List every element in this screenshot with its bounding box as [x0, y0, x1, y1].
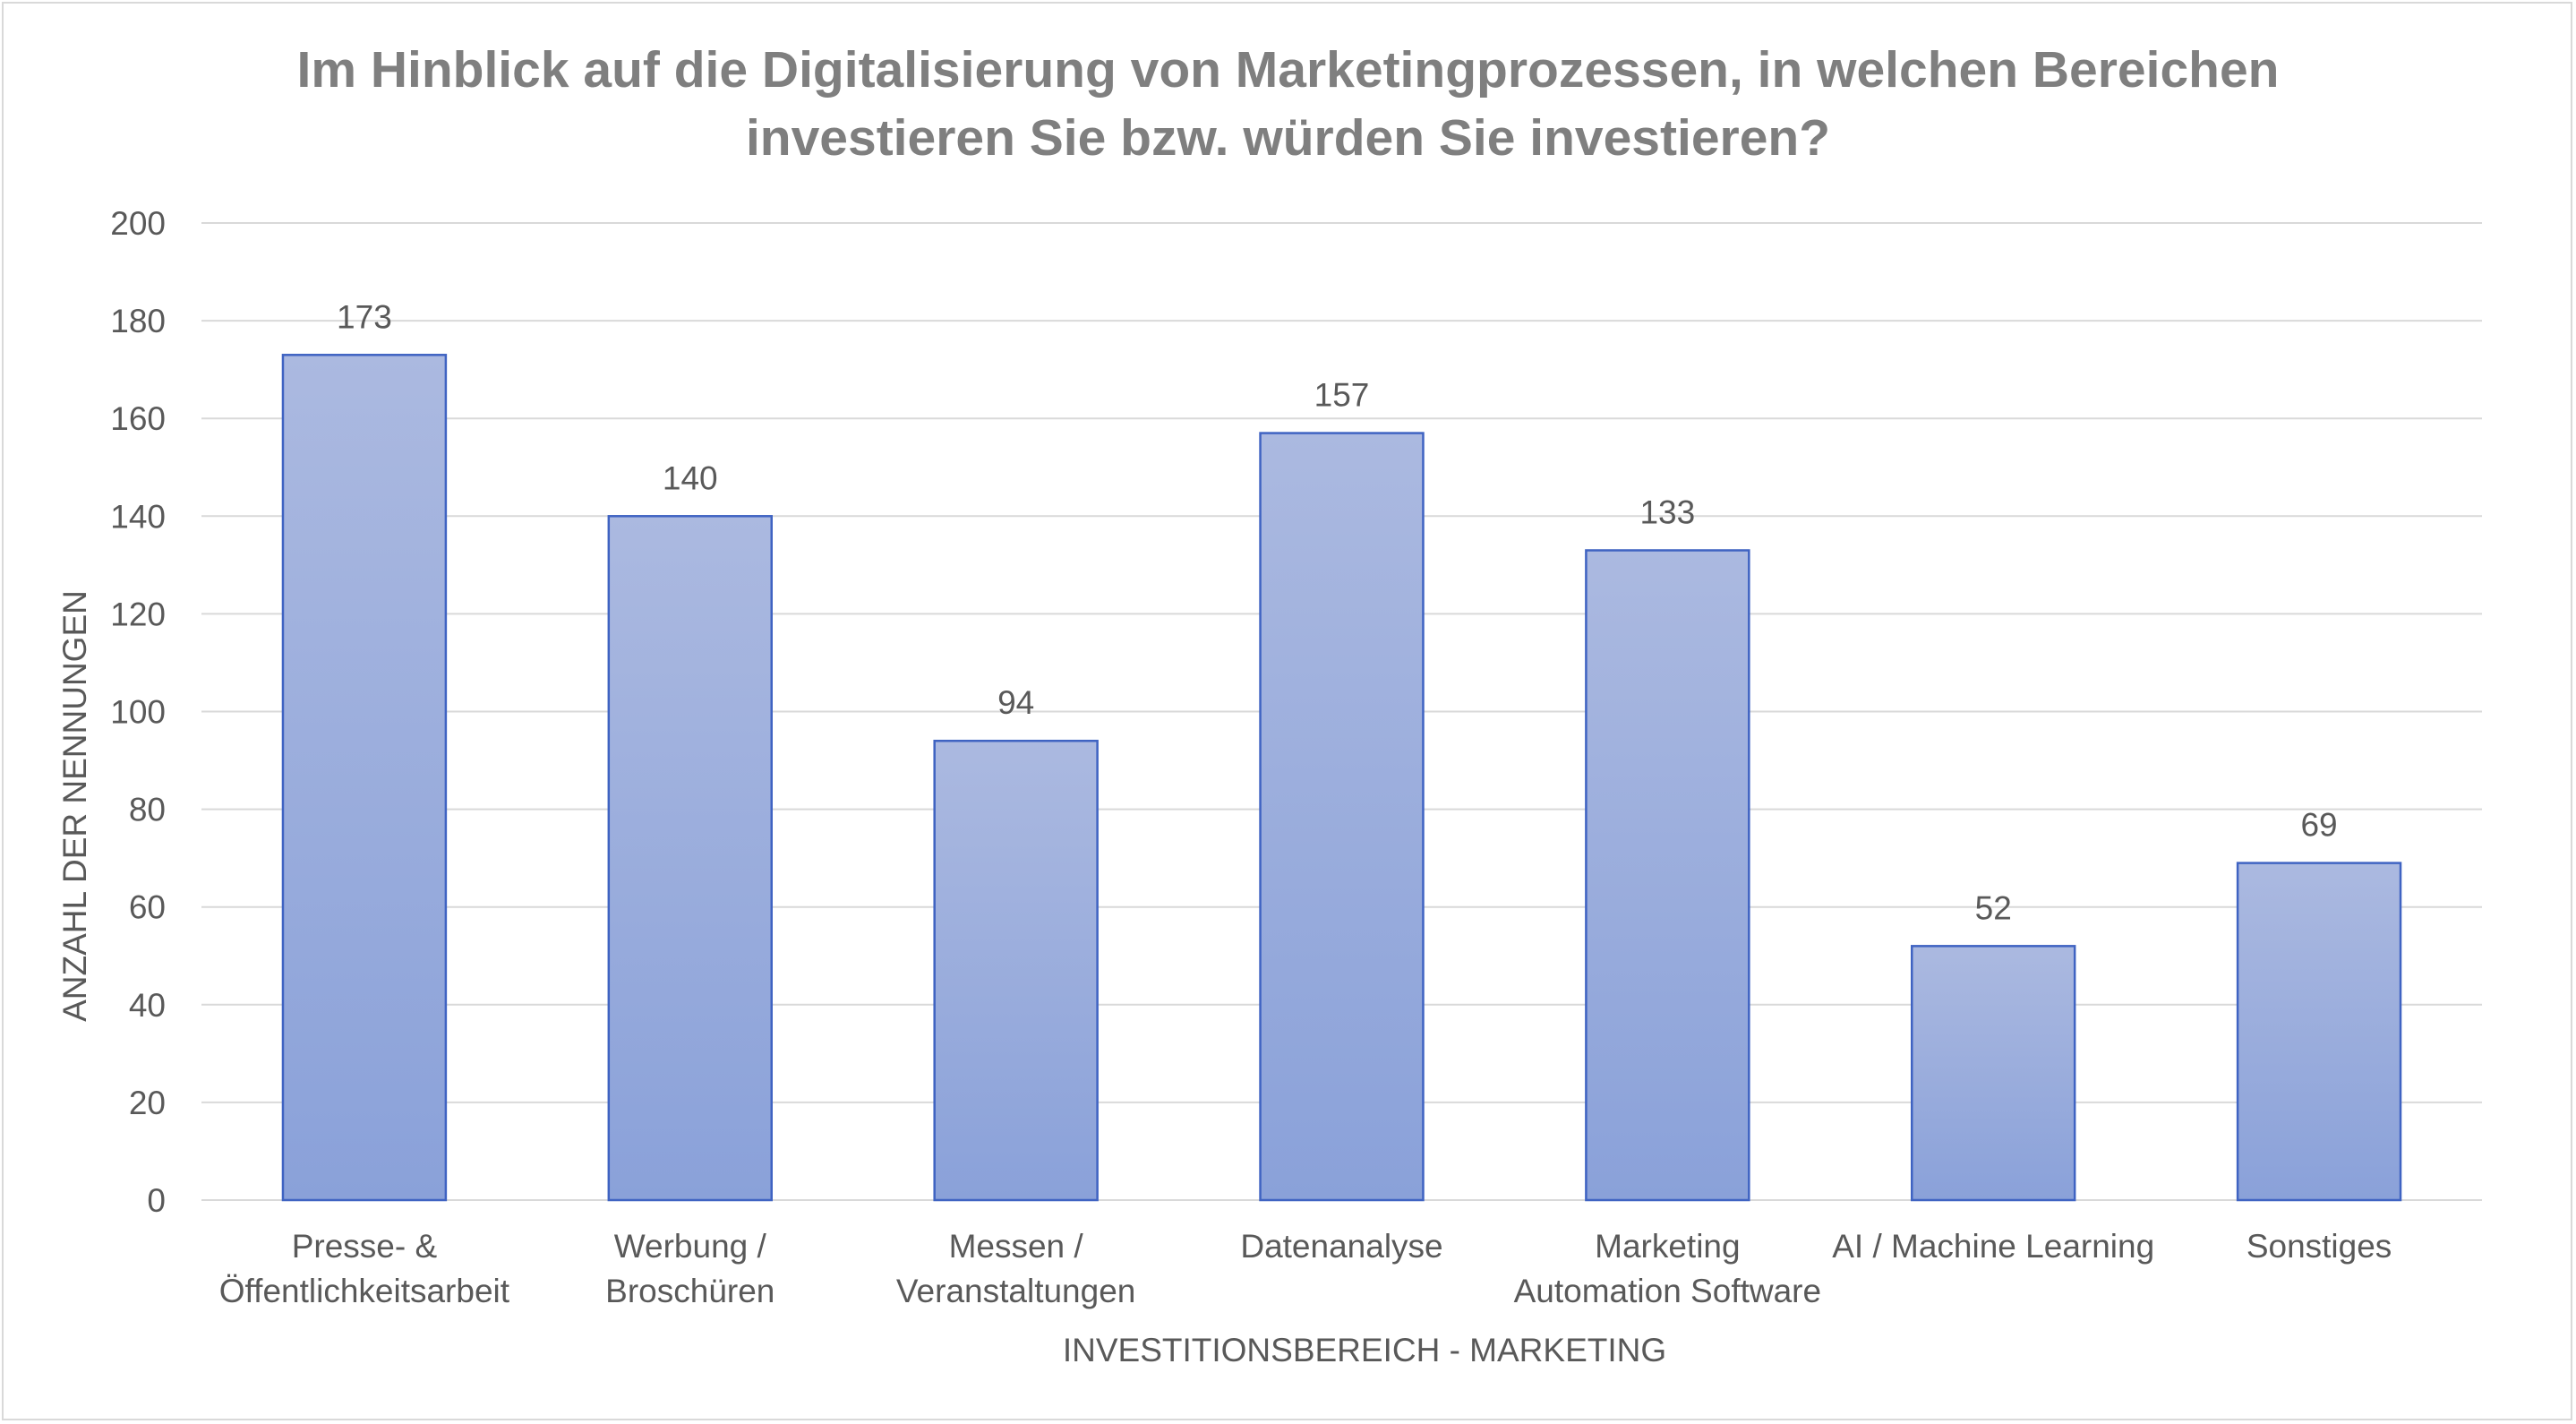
- data-label: 133: [1639, 493, 1695, 530]
- y-tick-label: 0: [147, 1182, 166, 1219]
- y-tick-label: 200: [110, 205, 166, 242]
- y-tick-label: 60: [129, 889, 166, 926]
- x-category-label: Sonstiges: [2247, 1228, 2392, 1265]
- data-label: 157: [1314, 377, 1370, 414]
- x-category-label: Datenanalyse: [1240, 1228, 1442, 1265]
- y-tick-label: 20: [129, 1085, 166, 1121]
- y-tick-label: 180: [110, 303, 166, 339]
- y-tick-label: 160: [110, 400, 166, 437]
- x-category-label: AI / Machine Learning: [1832, 1228, 2154, 1265]
- chart-title-line-2: investieren Sie bzw. würden Sie investie…: [745, 109, 1831, 167]
- bar: [2236, 862, 2402, 1202]
- data-label: 52: [1975, 889, 2012, 926]
- x-axis-title: INVESTITIONSBEREICH - MARKETING: [1063, 1332, 1666, 1368]
- chart-title: Im Hinblick auf die Digitalisierung von …: [0, 36, 2576, 172]
- y-tick-label: 40: [129, 987, 166, 1024]
- y-axis-ticks: 0 20 40 60 80 100 120 140 160 180 200: [110, 205, 166, 1219]
- data-label: 69: [2300, 807, 2337, 844]
- y-axis-title: ANZAHL DER NENNUNGEN: [56, 590, 93, 1022]
- bar: [607, 515, 773, 1202]
- y-tick-label: 100: [110, 694, 166, 731]
- x-category-label: Werbung / Broschüren: [605, 1228, 775, 1309]
- chart-title-line-1: Im Hinblick auf die Digitalisierung von …: [296, 41, 2280, 99]
- y-tick-label: 140: [110, 498, 166, 535]
- category-labels: Presse- & Öffentlichkeitsarbeit Werbung / B…: [219, 1228, 2392, 1309]
- x-category-label: Presse- & Öffentlichkeitsarbeit: [219, 1228, 510, 1309]
- data-label: 140: [663, 459, 718, 496]
- y-tick-label: 120: [110, 596, 166, 632]
- bar: [1259, 432, 1425, 1202]
- data-label: 173: [337, 298, 392, 335]
- bars: [281, 354, 2402, 1202]
- data-labels: 173 140 94 157 133 52 69: [337, 298, 2338, 926]
- bar: [281, 354, 448, 1202]
- x-category-label: Messen / Veranstaltungen: [896, 1228, 1135, 1309]
- bar: [933, 739, 1099, 1202]
- x-category-label: Marketing Automation Software: [1514, 1228, 1821, 1309]
- data-label: 94: [997, 684, 1034, 721]
- y-tick-label: 80: [129, 792, 166, 828]
- bar: [1585, 549, 1750, 1202]
- bar: [1911, 945, 2076, 1202]
